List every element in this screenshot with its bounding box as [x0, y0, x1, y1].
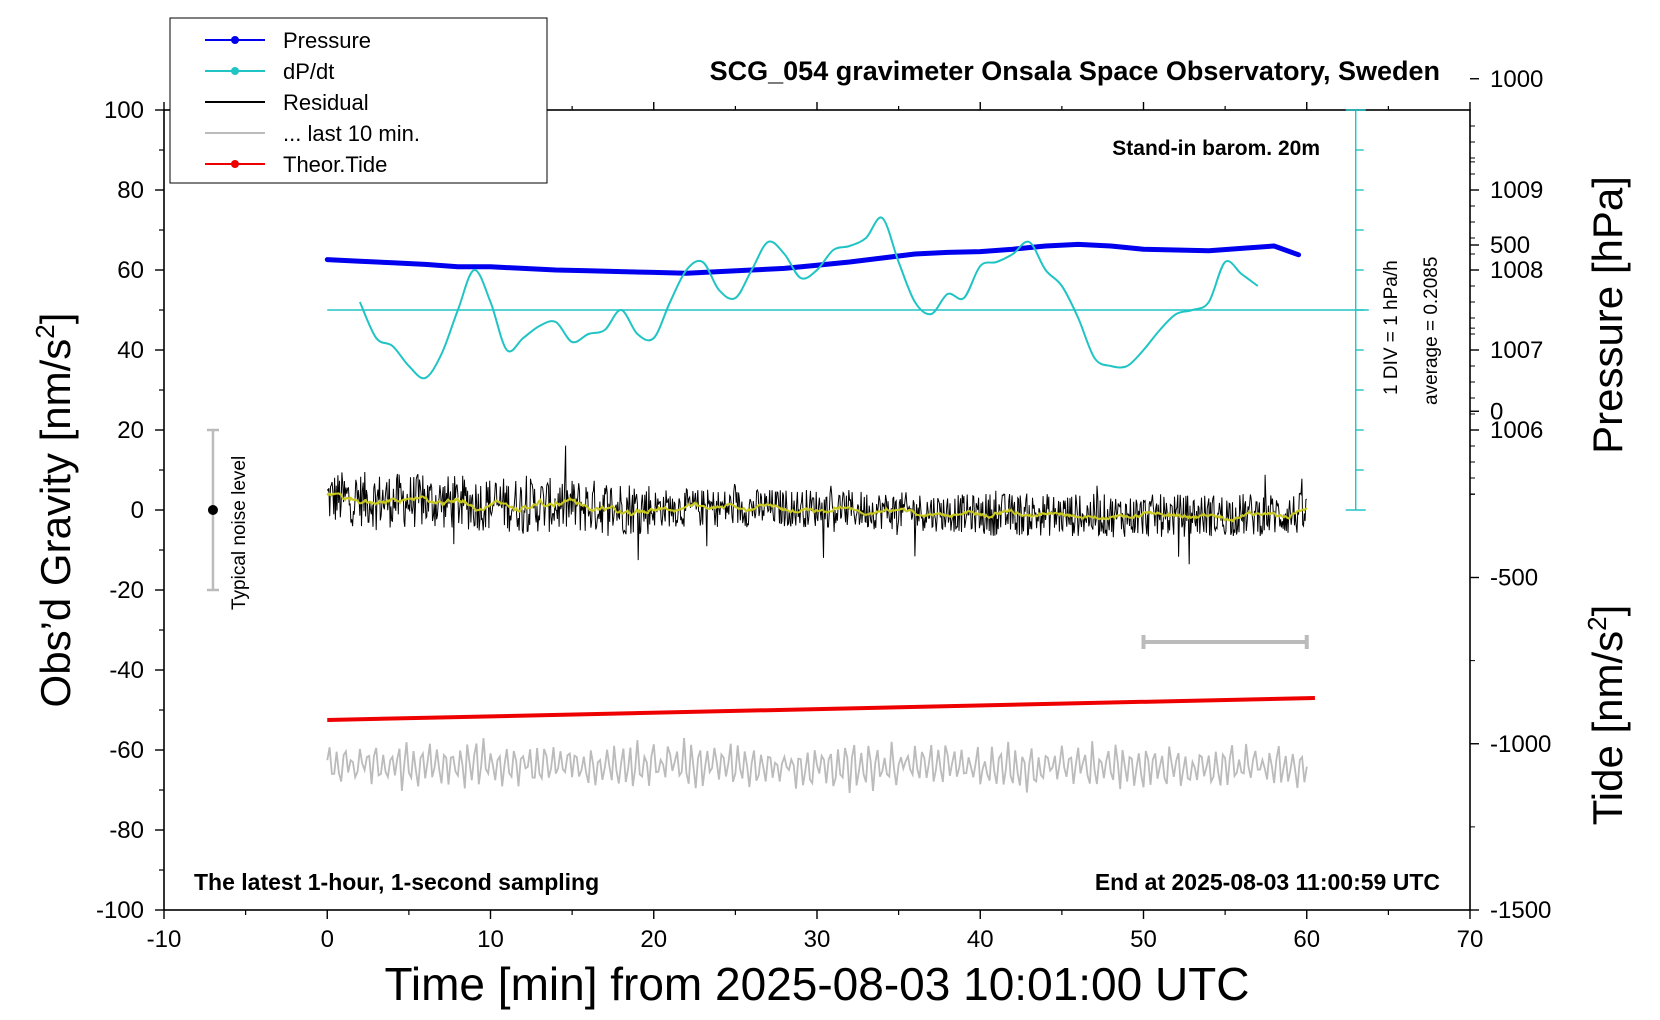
- legend-marker: [231, 36, 239, 44]
- last-10-min-line: [326, 738, 1308, 793]
- y-axis-pressure-label: Pressure [hPa]: [1584, 176, 1631, 454]
- y-left-tick-label: -20: [109, 577, 144, 604]
- x-tick-label: 0: [321, 926, 334, 953]
- y-axis-pressure: 1006 1007 1008 1009: [1470, 125, 1543, 495]
- x-axis-label: Time [min] from 2025-08-03 10:01:00 UTC: [385, 958, 1250, 1010]
- y-tide-tick-label: -500: [1490, 565, 1538, 592]
- bottom-left-note: The latest 1-hour, 1-second sampling: [194, 869, 599, 895]
- x-tick-label: -10: [147, 926, 182, 953]
- div-label: 1 DIV = 1 hPa/h: [1381, 260, 1402, 395]
- y-tide-tick-label: 500: [1490, 232, 1530, 259]
- legend-label: Theor.Tide: [283, 152, 387, 177]
- y-pressure-tick-label: 1008: [1490, 257, 1543, 284]
- dpdt-line: [358, 216, 1259, 380]
- y-left-tick-label: 0: [131, 497, 144, 524]
- last-10-min-bar: [1141, 635, 1309, 649]
- x-axis: -10 0 10 20 30 40 50 60 70: [147, 102, 1484, 953]
- y-left-tick-label: -60: [109, 737, 144, 764]
- average-label: average = 0.2085: [1421, 257, 1442, 405]
- y-tide-tick-label: -1000: [1490, 731, 1551, 758]
- legend: Pressure dP/dt Residual ... last 10 min. The…: [169, 17, 548, 184]
- y-tide-tick-label: -1500: [1490, 897, 1551, 924]
- noise-bar: [206, 428, 219, 592]
- legend-label: Pressure: [283, 28, 371, 53]
- y-left-tick-label: 60: [117, 257, 144, 284]
- x-tick-label: 60: [1293, 926, 1320, 953]
- y-tide-tick-label: 0: [1490, 398, 1503, 425]
- legend-label: dP/dt: [283, 59, 334, 84]
- y-pressure-tick-label: 1006: [1490, 417, 1543, 444]
- tide-series: [327, 696, 1315, 722]
- tide-line: [327, 696, 1315, 722]
- pressure-series: [324, 241, 1302, 276]
- bottom-right-note: End at 2025-08-03 11:00:59 UTC: [1095, 869, 1440, 895]
- y-left-tick-label: 100: [104, 97, 144, 124]
- y-axis-left-label: Obs’d Gravity [nm/s2]: [30, 313, 79, 708]
- y-left-tick-label: 80: [117, 177, 144, 204]
- x-tick-label: 50: [1130, 926, 1157, 953]
- legend-marker: [231, 160, 239, 168]
- x-tick-label: 10: [477, 926, 504, 953]
- pressure-line: [324, 241, 1302, 276]
- y-left-tick-label: -100: [96, 897, 144, 924]
- last-10-min-series: [326, 738, 1308, 793]
- legend-label: Residual: [283, 90, 369, 115]
- noise-label: Typical noise level: [229, 456, 250, 610]
- residual-mean-line: [326, 492, 1308, 523]
- y-axis-tide: -1500 -1000 -500 0 500 1000: [1470, 66, 1551, 924]
- x-tick-label: 30: [804, 926, 831, 953]
- noise-bar-dot: [207, 505, 218, 515]
- y-tide-tick-label: 1000: [1490, 66, 1543, 93]
- x-tick-label: 40: [967, 926, 994, 953]
- y-left-tick-label: 40: [117, 337, 144, 364]
- y-axis-tide-label: Tide [nm/s2]: [1582, 605, 1631, 826]
- stand-in-label: Stand-in barom. 20m: [1112, 137, 1320, 160]
- residual-line: [326, 445, 1308, 565]
- x-tick-label: 70: [1457, 926, 1484, 953]
- legend-box: [169, 17, 548, 184]
- y-pressure-tick-label: 1007: [1490, 337, 1543, 364]
- legend-marker: [231, 67, 239, 75]
- x-tick-label: 20: [640, 926, 667, 953]
- residual-mean-series: [326, 492, 1308, 523]
- residual-series: [326, 445, 1308, 565]
- dpdt-series: [358, 216, 1259, 380]
- legend-label: ... last 10 min.: [283, 121, 420, 146]
- y-axis-left: -100 -80 -60 -40 -20 0 20 40 60 80 100: [96, 97, 164, 924]
- y-left-tick-label: 20: [117, 417, 144, 444]
- dpdt-scale-axis: [1345, 109, 1366, 511]
- y-left-tick-label: -40: [109, 657, 144, 684]
- y-left-tick-label: -80: [109, 817, 144, 844]
- chart-title: SCG_054 gravimeter Onsala Space Observat…: [710, 56, 1440, 86]
- y-pressure-tick-label: 1009: [1490, 177, 1543, 204]
